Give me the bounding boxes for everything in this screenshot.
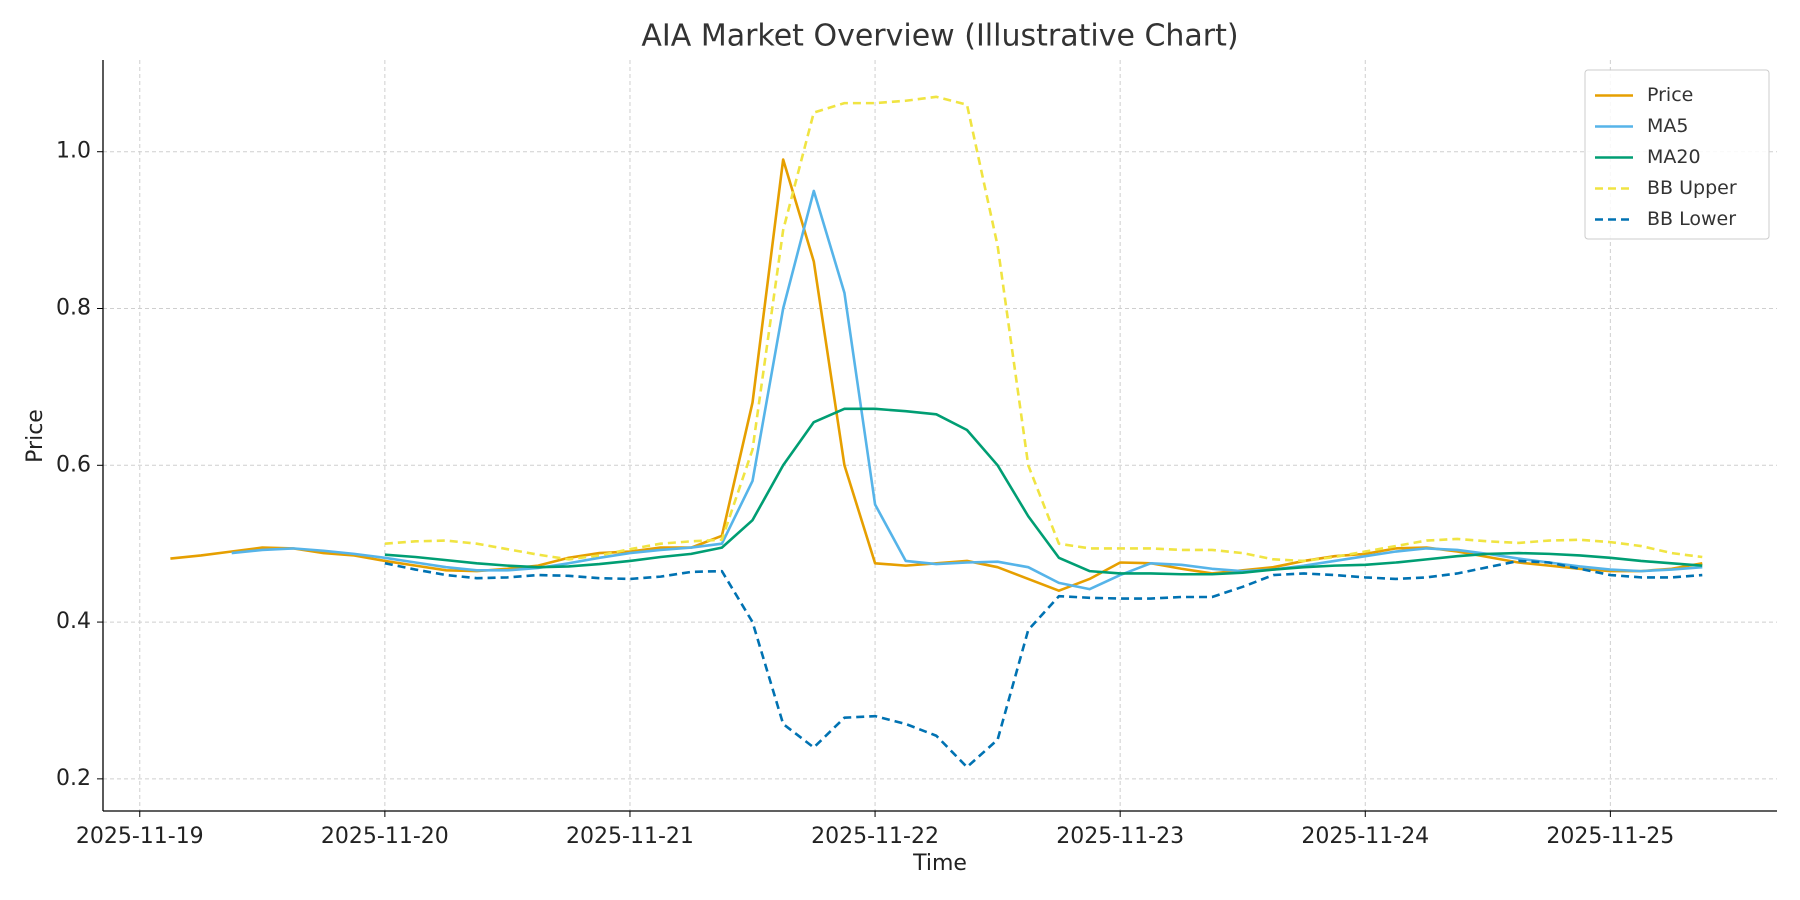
legend-label: Price [1647,84,1693,106]
x-tick-label: 2025-11-24 [1301,824,1429,849]
series-line [384,95,1703,563]
x-tick-label: 2025-11-23 [1056,824,1184,849]
y-tick-label: 0.4 [56,609,91,634]
y-tick-label: 1.0 [56,139,91,164]
chart-title: AIA Market Overview (Illustrative Chart) [641,19,1238,54]
legend-label: BB Upper [1647,177,1737,199]
x-tick-label: 2025-11-25 [1546,824,1674,849]
legend-label: MA20 [1647,146,1701,168]
series-line [231,189,1703,591]
y-tick-label: 0.8 [56,296,91,321]
y-tick-label: 0.6 [56,452,91,477]
y-axis-label: Price [23,409,48,463]
legend: Price MA5 MA20 BB Upper BB Lower [1584,69,1770,240]
x-tick-label: 2025-11-20 [321,824,449,849]
x-tick-label: 2025-11-21 [566,824,694,849]
legend-box [1584,69,1770,240]
x-axis-label: Time [912,851,967,876]
series-line [170,158,1703,593]
x-tick-label: 2025-11-22 [811,824,939,849]
series-line [384,559,1703,769]
x-tick-label: 2025-11-19 [76,824,204,849]
legend-label: BB Lower [1647,208,1736,230]
legend-label: MA5 [1647,115,1688,137]
series-line [384,407,1703,576]
y-tick-label: 0.2 [56,766,91,791]
